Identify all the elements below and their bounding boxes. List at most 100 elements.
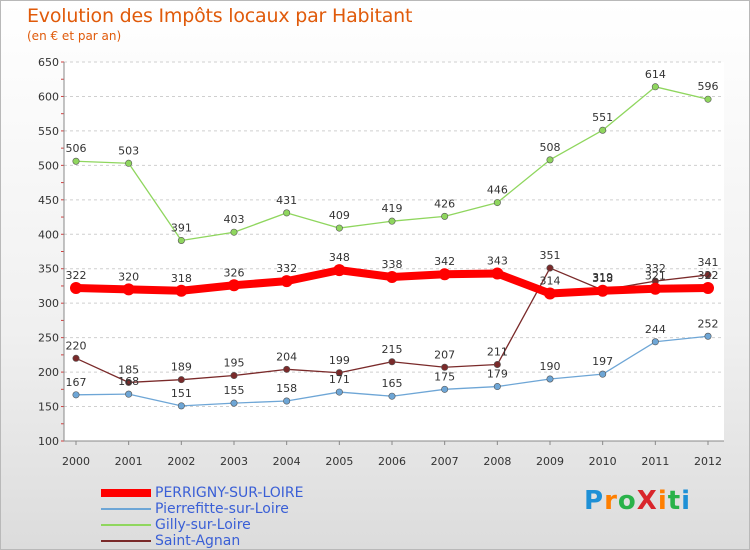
- data-point: [283, 209, 291, 217]
- data-point: [493, 383, 501, 391]
- data-point: [335, 369, 343, 377]
- data-point: [651, 338, 659, 346]
- data-point: [493, 199, 501, 207]
- data-label: 199: [329, 354, 350, 367]
- data-label: 165: [382, 377, 403, 390]
- data-point: [441, 363, 449, 371]
- x-tick-label: 2005: [325, 455, 353, 468]
- legend-item: PERRIGNY-SUR-LOIRE: [101, 485, 304, 501]
- data-point: [333, 264, 346, 277]
- x-tick-label: 2012: [694, 455, 722, 468]
- data-label: 197: [592, 355, 613, 368]
- plot-area: [64, 62, 724, 441]
- x-tick-label: 2002: [167, 455, 195, 468]
- data-label: 348: [329, 251, 350, 264]
- data-point: [438, 268, 451, 281]
- data-label: 244: [645, 323, 666, 336]
- data-label: 179: [487, 368, 508, 381]
- logo-letter: o: [617, 486, 637, 516]
- data-point: [72, 391, 80, 399]
- legend-swatch: [101, 489, 151, 497]
- data-label: 409: [329, 209, 350, 222]
- data-point: [493, 361, 501, 369]
- data-label: 419: [382, 202, 403, 215]
- data-point: [599, 370, 607, 378]
- data-label: 343: [487, 255, 508, 268]
- y-tick-label: 550: [38, 125, 59, 138]
- data-point: [230, 228, 238, 236]
- data-point: [649, 282, 662, 295]
- y-tick-label: 200: [38, 366, 59, 379]
- data-point: [546, 264, 554, 272]
- data-point: [72, 354, 80, 362]
- data-point: [704, 271, 712, 279]
- data-label: 185: [118, 363, 139, 376]
- x-tick-label: 2006: [378, 455, 406, 468]
- legend-swatch: [101, 508, 151, 510]
- data-label: 351: [540, 249, 561, 262]
- logo-letter: X: [636, 486, 658, 516]
- data-label: 189: [171, 361, 192, 374]
- data-label: 391: [171, 221, 192, 234]
- data-label: 341: [698, 256, 719, 269]
- logo-letter: i: [657, 486, 668, 516]
- y-tick-label: 300: [38, 297, 59, 310]
- logo-letter: r: [604, 486, 618, 516]
- x-tick-label: 2011: [641, 455, 669, 468]
- data-point: [177, 236, 185, 244]
- x-tick-label: 2007: [431, 455, 459, 468]
- data-label: 551: [592, 111, 613, 124]
- data-point: [70, 282, 82, 295]
- data-label: 171: [329, 373, 350, 386]
- x-tick-label: 2008: [483, 455, 511, 468]
- logo-letter: t: [667, 486, 682, 516]
- x-tick-label: 2010: [589, 455, 617, 468]
- data-point: [651, 83, 659, 91]
- data-point: [122, 283, 135, 296]
- data-point: [441, 212, 449, 220]
- data-label: 338: [382, 258, 403, 271]
- data-label: 318: [592, 272, 613, 285]
- data-label: 158: [276, 382, 297, 395]
- legend-label: PERRIGNY-SUR-LOIRE: [155, 485, 304, 501]
- data-label: 314: [540, 275, 561, 288]
- data-label: 508: [540, 141, 561, 154]
- data-point: [230, 372, 238, 380]
- data-point: [72, 157, 80, 165]
- data-point: [335, 388, 343, 396]
- data-label: 319: [592, 271, 613, 284]
- logo-letter: i: [681, 486, 692, 516]
- data-label: 252: [698, 317, 719, 330]
- data-label: 426: [434, 197, 455, 210]
- data-point: [283, 397, 291, 405]
- data-label: 506: [66, 142, 87, 155]
- legend-label: Gilly-sur-Loire: [155, 517, 251, 533]
- data-point: [599, 126, 607, 134]
- data-point: [546, 375, 554, 383]
- data-point: [177, 402, 185, 410]
- x-tick-label: 2009: [536, 455, 564, 468]
- data-label: 207: [434, 348, 455, 361]
- y-tick-label: 250: [38, 332, 59, 345]
- data-point: [546, 156, 554, 164]
- data-point: [177, 376, 185, 384]
- data-point: [125, 390, 133, 398]
- data-label: 322: [66, 269, 87, 282]
- y-tick-label: 400: [38, 228, 59, 241]
- y-tick-label: 600: [38, 90, 59, 103]
- data-point: [491, 267, 504, 280]
- legend-label: Saint-Agnan: [155, 533, 241, 549]
- data-label: 215: [382, 343, 403, 356]
- data-label: 614: [645, 68, 666, 81]
- data-label: 175: [434, 370, 455, 383]
- data-point: [230, 399, 238, 407]
- data-label: 204: [276, 350, 297, 363]
- logo-letter: P: [584, 486, 605, 516]
- proxiti-logo: ProXiti: [584, 486, 691, 516]
- data-point: [388, 392, 396, 400]
- data-point: [125, 159, 133, 167]
- data-label: 320: [118, 270, 139, 283]
- data-label: 332: [276, 262, 297, 275]
- data-label: 155: [224, 384, 245, 397]
